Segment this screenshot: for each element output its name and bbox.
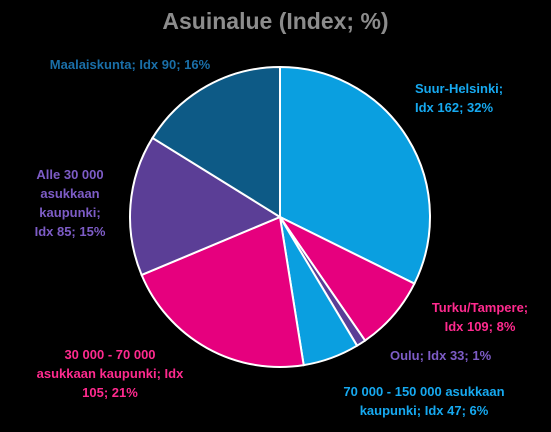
slice-label-alle-30k: Alle 30 000 asukkaan kaupunki; Idx 85; 1… bbox=[34, 167, 106, 239]
chart-title: Asuinalue (Index; %) bbox=[162, 8, 389, 34]
pie-slice-alle-30k bbox=[129, 136, 283, 277]
slice-label-suur-helsinki: Suur-Helsinki; Idx 162; 32% bbox=[415, 81, 504, 115]
slice-label-turku-tampere: Turku/Tampere; Idx 109; 8% bbox=[431, 300, 529, 334]
slice-label-70k-150k: 70 000 - 150 000 asukkaan kaupunki; Idx … bbox=[343, 384, 505, 418]
slice-label-oulu: Oulu; Idx 33; 1% bbox=[390, 348, 492, 363]
slice-label-maalaiskunta: Maalaiskunta; Idx 90; 16% bbox=[49, 57, 211, 72]
pie-slice-suur-helsinki bbox=[279, 65, 431, 285]
pie-slice-maalaiskunta bbox=[151, 65, 281, 219]
slice-label-30k-70k: 30 000 - 70 000 asukkaan kaupunki; Idx 1… bbox=[36, 347, 184, 400]
pie-slice-30k-70k bbox=[140, 215, 305, 368]
